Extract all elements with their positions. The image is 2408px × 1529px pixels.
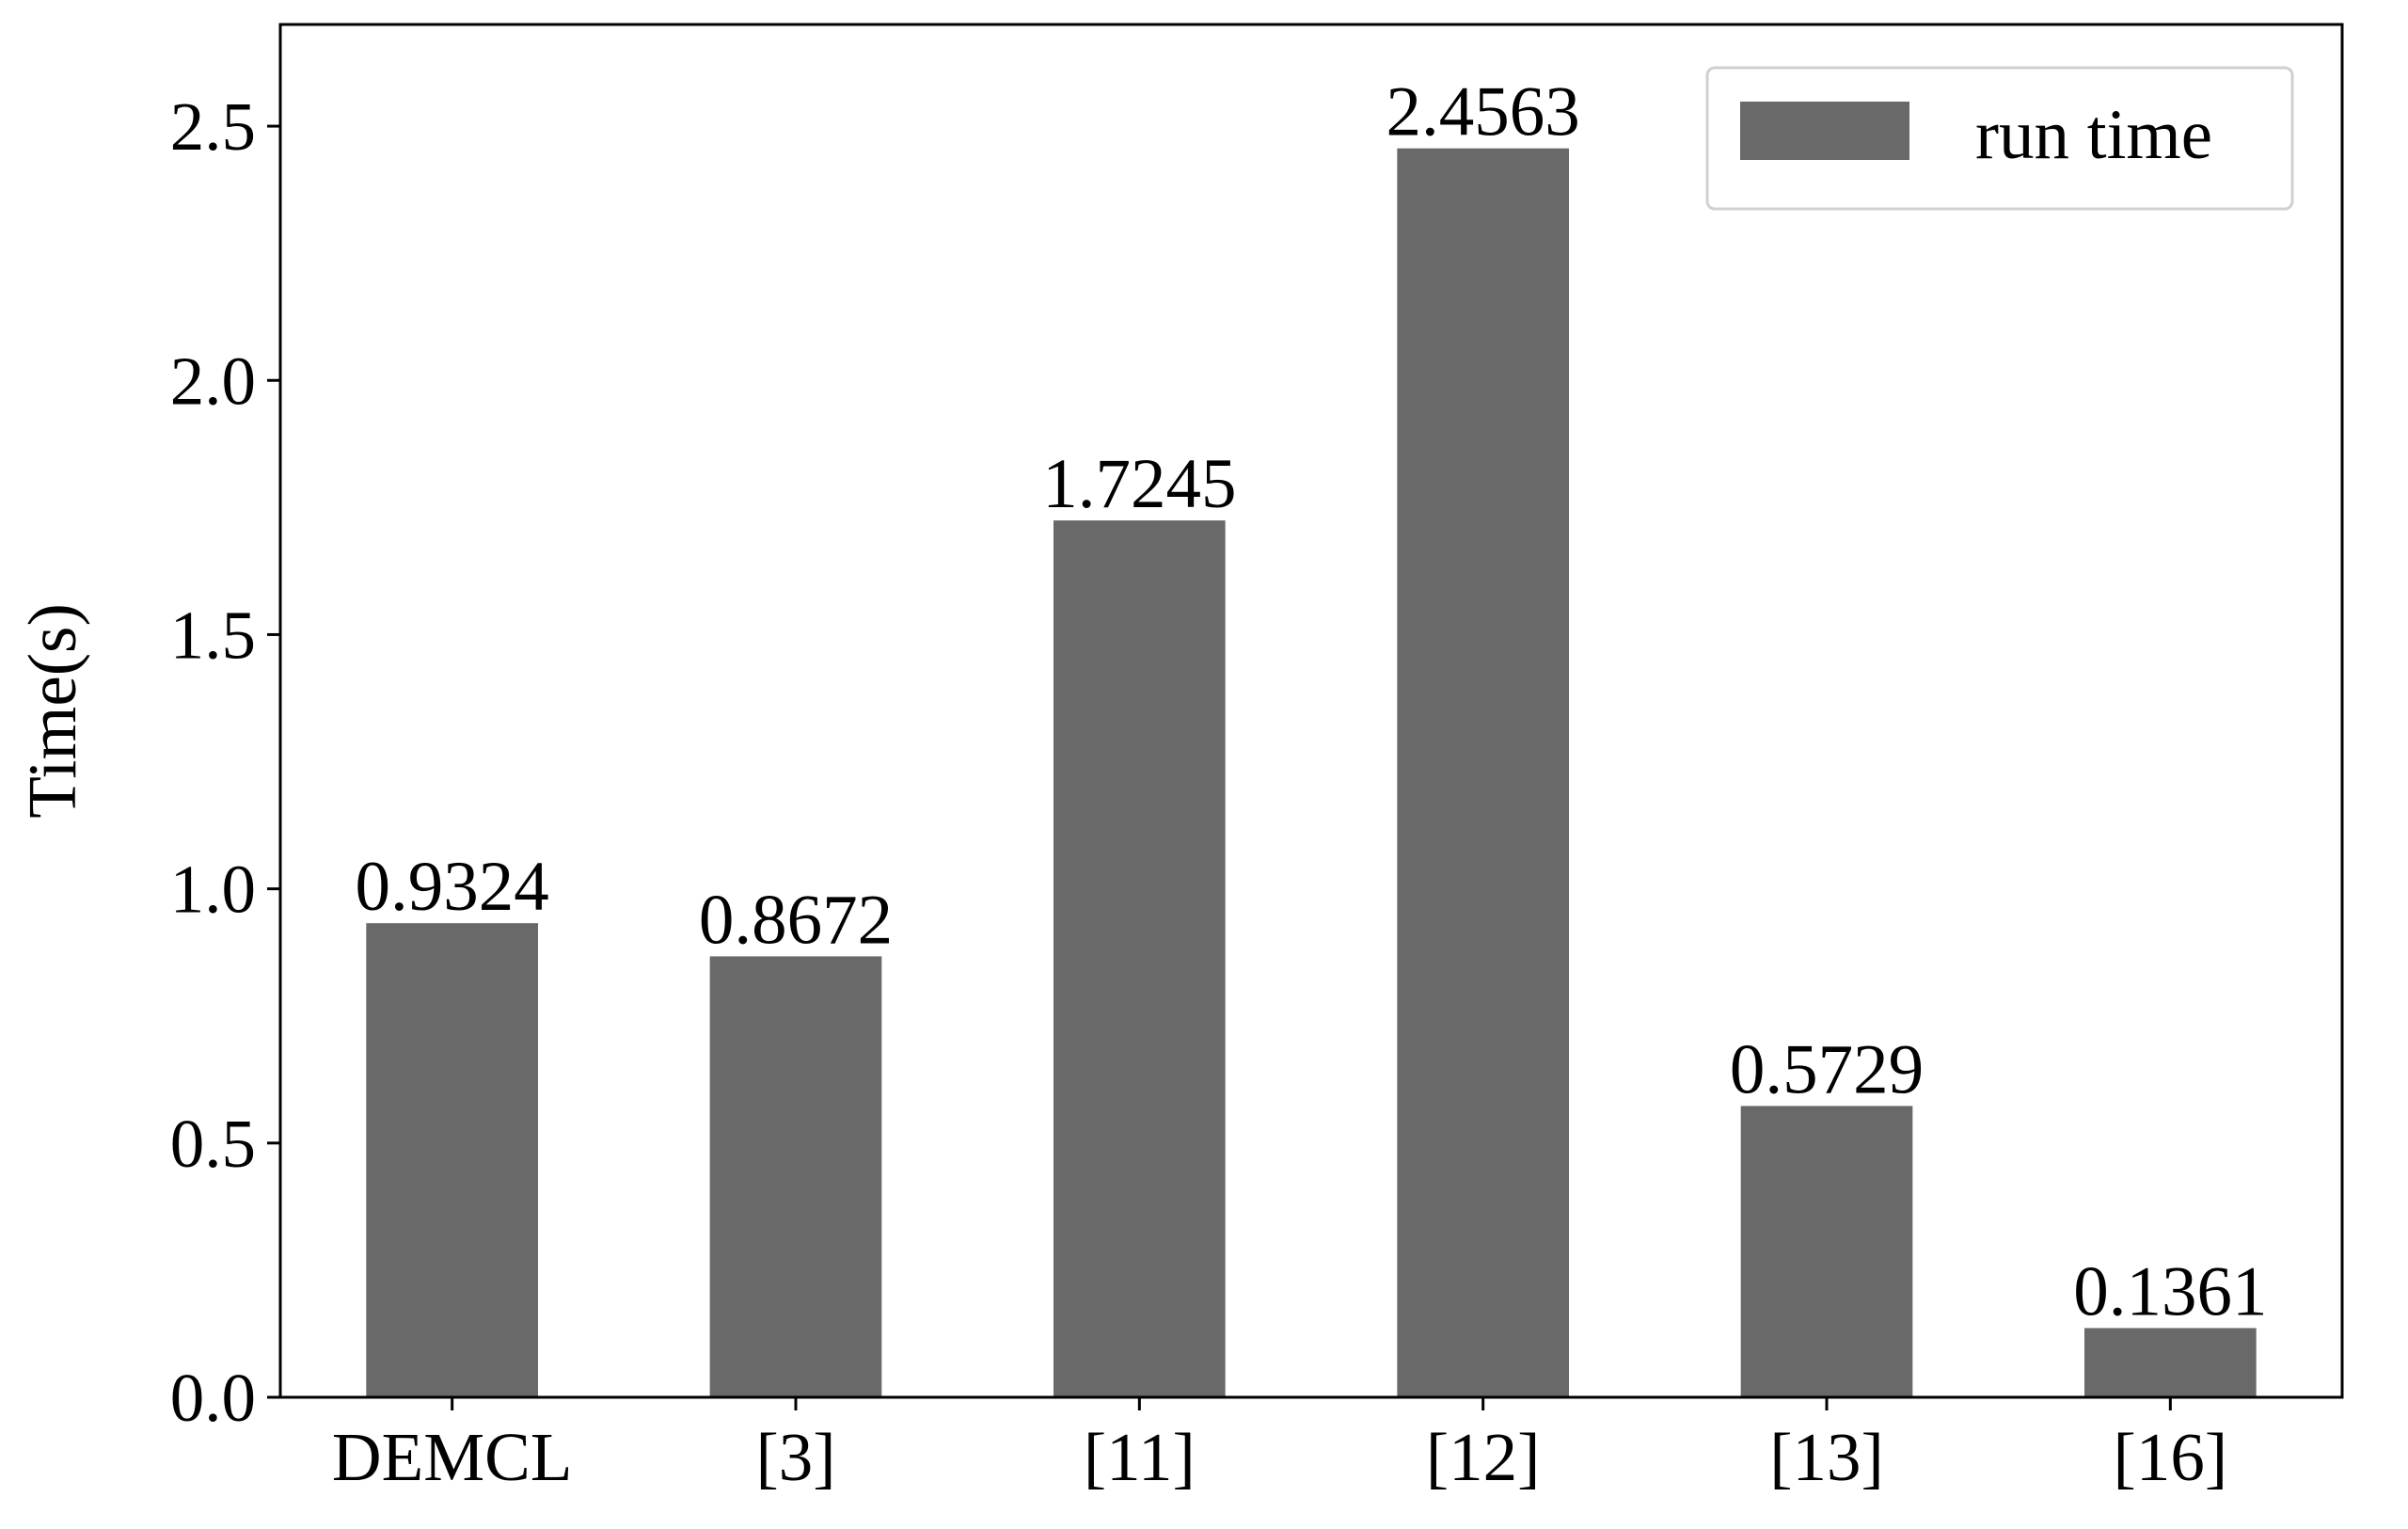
legend-label: run time	[1975, 96, 2212, 174]
bars-layer	[366, 148, 2257, 1398]
y-tick-label-3: 1.5	[170, 597, 256, 673]
bar-0	[366, 923, 538, 1397]
bar-3	[1397, 148, 1569, 1398]
legend: run time	[1705, 66, 2294, 211]
plot-frame	[278, 23, 2344, 1399]
x-tick-label-0: DEMCL	[332, 1419, 573, 1495]
x-axis: DEMCL [3] [11] [12] [13] [16]	[332, 1397, 2227, 1495]
data-label-3: 2.4563	[1386, 73, 1580, 151]
y-tick-label-5: 2.5	[170, 88, 256, 165]
x-tick-label-4: [13]	[1769, 1419, 1884, 1495]
data-label-2: 1.7245	[1042, 445, 1236, 523]
y-tick-label-4: 2.0	[170, 342, 256, 419]
data-label-5: 0.1361	[2073, 1252, 2267, 1330]
bar-5	[2084, 1328, 2257, 1397]
x-tick-label-2: [11]	[1084, 1419, 1196, 1495]
data-label-1: 0.8672	[699, 881, 893, 959]
x-tick-label-1: [3]	[755, 1419, 835, 1495]
y-tick-label-1: 0.5	[170, 1106, 256, 1182]
bar-1	[709, 956, 882, 1397]
bar-2	[1054, 520, 1226, 1397]
y-axis-title: Time(s)	[14, 603, 90, 819]
y-tick-label-2: 1.0	[170, 852, 256, 928]
data-labels-layer: 0.9324 0.8672 1.7245 2.4563 0.5729 0.1361	[356, 73, 2268, 1331]
legend-swatch	[1740, 102, 1909, 160]
y-axis: 0.0 0.5 1.0 1.5 2.0 2.5	[170, 88, 280, 1436]
data-label-0: 0.9324	[356, 848, 549, 926]
x-tick-label-3: [12]	[1426, 1419, 1541, 1495]
data-label-4: 0.5729	[1730, 1030, 1924, 1108]
x-tick-label-5: [16]	[2114, 1419, 2228, 1495]
bar-4	[1740, 1106, 1913, 1397]
y-tick-label-0: 0.0	[170, 1360, 256, 1436]
